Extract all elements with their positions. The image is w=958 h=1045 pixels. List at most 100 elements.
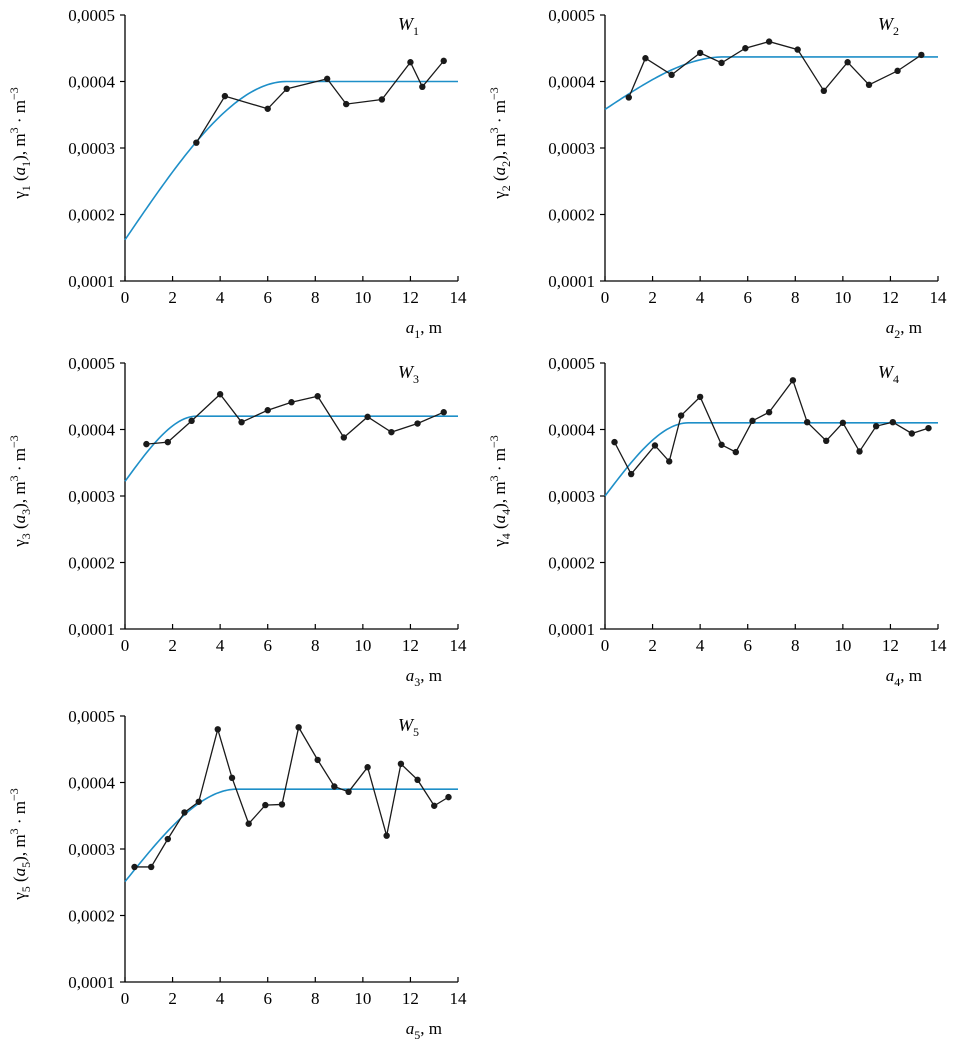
x-tick-label: 10 bbox=[354, 288, 371, 307]
empirical-data-point bbox=[364, 764, 370, 770]
x-tick-label: 12 bbox=[882, 288, 899, 307]
empirical-data-point bbox=[143, 441, 149, 447]
y-label-unit-2: · m bbox=[490, 448, 509, 475]
empirical-data-point bbox=[388, 429, 394, 435]
empirical-data-point bbox=[265, 106, 271, 112]
y-label-arg: a bbox=[10, 868, 29, 877]
y-label-unit: ), m bbox=[10, 133, 29, 160]
x-tick-label: 14 bbox=[450, 636, 468, 655]
panel-w1: 0,00010,00020,00030,00040,00050 2 4 6 8 10 12 1… bbox=[7, 6, 467, 341]
empirical-data-point bbox=[668, 72, 674, 78]
empirical-data-point bbox=[131, 864, 137, 870]
empirical-data-point bbox=[821, 88, 827, 94]
empirical-data-point bbox=[288, 399, 294, 405]
x-tick-label: 12 bbox=[402, 636, 419, 655]
empirical-data-point bbox=[766, 38, 772, 44]
empirical-data-point bbox=[215, 726, 221, 732]
y-tick-label: 0,0001 bbox=[68, 973, 115, 992]
y-axis-label: γ4 (a4), m3 · m−3 bbox=[487, 435, 513, 548]
x-tick-label: 4 bbox=[216, 636, 225, 655]
panel-title-subscript: 2 bbox=[893, 24, 899, 38]
empirical-data-point bbox=[148, 864, 154, 870]
empirical-data-point bbox=[341, 434, 347, 440]
empirical-data-point bbox=[324, 76, 330, 82]
y-label-paren: ( bbox=[10, 175, 29, 185]
y-label-exponent-2: −3 bbox=[7, 435, 21, 448]
x-tick-label: 14 bbox=[450, 288, 468, 307]
x-label-symbol: a bbox=[406, 1019, 415, 1038]
x-label-symbol: a bbox=[406, 666, 415, 685]
empirical-data-point bbox=[262, 802, 268, 808]
empirical-data-point bbox=[343, 101, 349, 107]
model-variogram-curve bbox=[605, 423, 938, 496]
panel-title-subscript: 3 bbox=[413, 372, 419, 386]
x-axis-label: a5, m bbox=[406, 1019, 442, 1040]
x-tick-label: 0 bbox=[601, 636, 610, 655]
x-label-unit: , m bbox=[900, 318, 922, 337]
empirical-data-point bbox=[398, 761, 404, 767]
empirical-data-point bbox=[196, 799, 202, 805]
x-tick-label: 2 bbox=[648, 636, 657, 655]
x-tick-label: 6 bbox=[263, 989, 272, 1008]
y-axis-label: γ1 (a1), m3 · m−3 bbox=[7, 87, 33, 200]
y-axis-label: γ5 (a5), m3 · m−3 bbox=[7, 788, 33, 901]
empirical-data-point bbox=[217, 391, 223, 397]
empirical-data-point bbox=[873, 423, 879, 429]
x-tick-label: 14 bbox=[930, 636, 948, 655]
y-tick-label: 0,0002 bbox=[68, 554, 115, 573]
x-tick-label: 12 bbox=[402, 989, 419, 1008]
empirical-data-point bbox=[918, 52, 924, 58]
y-label-exponent-2: −3 bbox=[7, 788, 21, 801]
x-tick-label: 14 bbox=[450, 989, 468, 1008]
panel-title: W2 bbox=[878, 14, 899, 38]
empirical-data-point bbox=[165, 836, 171, 842]
empirical-data-point bbox=[379, 96, 385, 102]
y-tick-label: 0,0004 bbox=[68, 421, 115, 440]
x-tick-label: 6 bbox=[743, 636, 752, 655]
x-tick-label: 6 bbox=[743, 288, 752, 307]
y-tick-label: 0,0001 bbox=[548, 272, 595, 291]
panel-title: W1 bbox=[398, 14, 419, 38]
empirical-data-point bbox=[414, 420, 420, 426]
panel-w3: 0,0001 0,0002 0,0003 0,0004 0,0005 0 2 4 6 8 10 12 1… bbox=[7, 354, 467, 689]
y-tick-label: 0,0005 bbox=[548, 354, 595, 373]
x-label-unit: , m bbox=[420, 318, 442, 337]
y-label-arg: a bbox=[10, 515, 29, 524]
x-tick-label: 10 bbox=[354, 989, 371, 1008]
y-label-exponent-2: −3 bbox=[487, 435, 501, 448]
y-axis-label: γ3 (a3), m3 · m−3 bbox=[7, 435, 33, 548]
y-label-unit: ), m bbox=[10, 834, 29, 861]
empirical-variogram-line bbox=[615, 380, 929, 474]
empirical-data-point bbox=[718, 442, 724, 448]
empirical-data-point bbox=[383, 833, 389, 839]
x-tick-label: 0 bbox=[601, 288, 610, 307]
y-label-unit-2: · m bbox=[10, 448, 29, 475]
x-label-symbol: a bbox=[886, 666, 895, 685]
y-label-arg: a bbox=[490, 515, 509, 524]
empirical-variogram-line bbox=[196, 61, 443, 143]
y-tick-label: 0,0001 bbox=[548, 620, 595, 639]
x-tick-label: 10 bbox=[354, 636, 371, 655]
panel-title-subscript: 5 bbox=[413, 725, 419, 739]
empirical-data-point bbox=[642, 55, 648, 61]
empirical-variogram-line bbox=[135, 727, 449, 867]
x-tick-label: 8 bbox=[311, 288, 320, 307]
empirical-data-point bbox=[866, 82, 872, 88]
empirical-data-point bbox=[407, 59, 413, 65]
x-tick-label: 12 bbox=[402, 288, 419, 307]
y-tick-label: 0,0004 bbox=[68, 774, 115, 793]
empirical-data-point bbox=[314, 757, 320, 763]
x-axis-label: a3, m bbox=[406, 666, 442, 689]
y-label-paren: ( bbox=[490, 523, 509, 533]
empirical-data-point bbox=[222, 93, 228, 99]
empirical-data-point bbox=[628, 471, 634, 477]
empirical-data-point bbox=[666, 458, 672, 464]
x-tick-label: 14 bbox=[930, 288, 948, 307]
panel-w5: 0,00010,00020,00030,00040,00050 2 4 6 8 10 12 1… bbox=[7, 707, 467, 1040]
empirical-data-point bbox=[925, 425, 931, 431]
y-tick-label: 0,0001 bbox=[68, 620, 115, 639]
x-tick-label: 2 bbox=[648, 288, 657, 307]
empirical-data-point bbox=[193, 139, 199, 145]
empirical-data-point bbox=[238, 419, 244, 425]
